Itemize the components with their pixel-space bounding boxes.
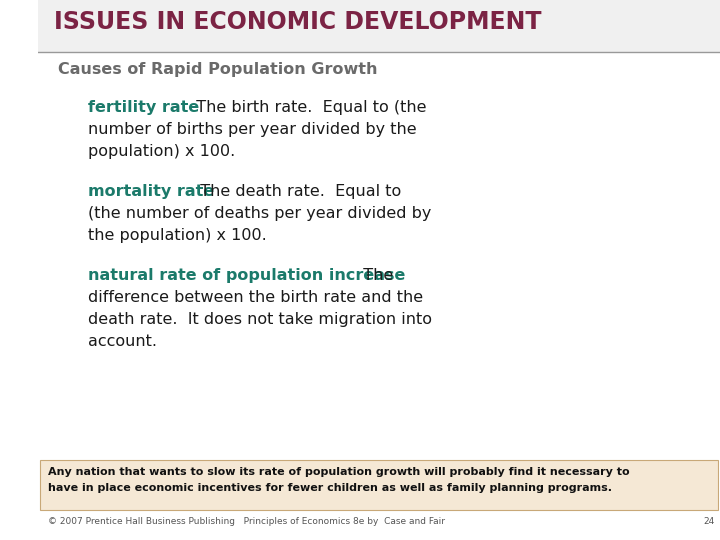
Text: and Transitional Economies: and Transitional Economies — [14, 357, 24, 497]
Text: the population) x 100.: the population) x 100. — [88, 228, 266, 243]
Text: number of births per year divided by the: number of births per year divided by the — [88, 122, 417, 137]
Text: population) x 100.: population) x 100. — [88, 144, 235, 159]
Text: fertility rate: fertility rate — [88, 100, 199, 115]
Text: Causes of Rapid Population Growth: Causes of Rapid Population Growth — [58, 62, 377, 77]
Text: Any nation that wants to slow its rate of population growth will probably find i: Any nation that wants to slow its rate o… — [48, 467, 629, 477]
FancyBboxPatch shape — [38, 0, 720, 52]
Text: © 2007 Prentice Hall Business Publishing   Principles of Economics 8e by  Case a: © 2007 Prentice Hall Business Publishing… — [48, 517, 445, 526]
Text: CHAPTER 23:  Economic Growth in Developing: CHAPTER 23: Economic Growth in Developin… — [14, 25, 24, 259]
Text: have in place economic incentives for fewer children as well as family planning : have in place economic incentives for fe… — [48, 483, 612, 493]
Text: difference between the birth rate and the: difference between the birth rate and th… — [88, 290, 423, 305]
Text: (the number of deaths per year divided by: (the number of deaths per year divided b… — [88, 206, 431, 221]
Text: ISSUES IN ECONOMIC DEVELOPMENT: ISSUES IN ECONOMIC DEVELOPMENT — [54, 10, 541, 34]
Text: 24: 24 — [703, 517, 715, 526]
Text: The birth rate.  Equal to (the: The birth rate. Equal to (the — [186, 100, 426, 115]
Text: The death rate.  Equal to: The death rate. Equal to — [190, 184, 401, 199]
FancyBboxPatch shape — [40, 460, 718, 510]
Text: account.: account. — [88, 334, 157, 349]
Text: natural rate of population increase: natural rate of population increase — [88, 268, 405, 283]
Text: The: The — [353, 268, 393, 283]
Text: mortality rate: mortality rate — [88, 184, 215, 199]
Text: death rate.  It does not take migration into: death rate. It does not take migration i… — [88, 312, 432, 327]
